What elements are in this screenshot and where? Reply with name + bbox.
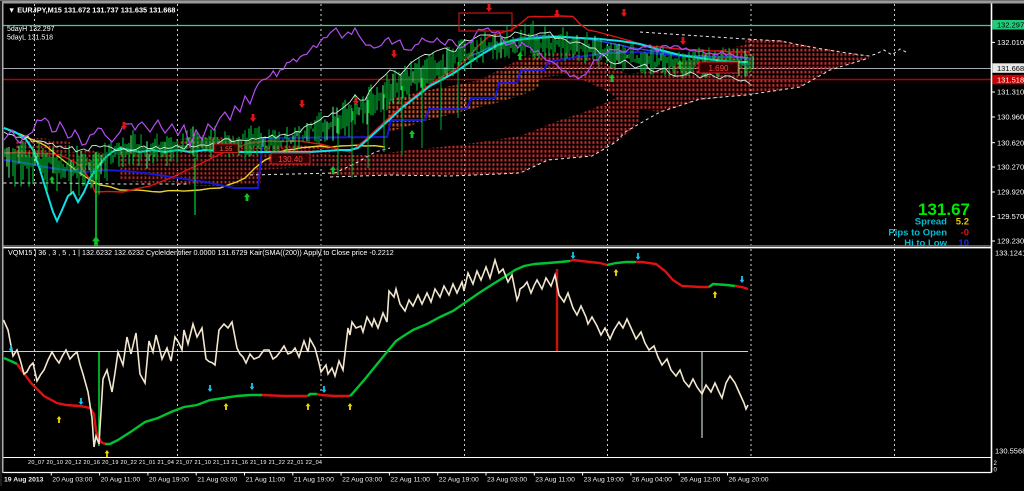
svg-text:22 Aug 11:00: 22 Aug 11:00	[390, 477, 430, 484]
svg-text:130.40: 130.40	[278, 155, 303, 164]
svg-text:26 Aug 04:00: 26 Aug 04:00	[632, 477, 672, 484]
svg-text:22 Aug 03:00: 22 Aug 03:00	[342, 477, 382, 484]
svg-text:26 Aug 20:00: 26 Aug 20:00	[729, 477, 769, 484]
svg-text:5.2: 5.2	[956, 217, 969, 228]
svg-text:131.518: 131.518	[997, 75, 1024, 84]
svg-text:23 Aug 03:00: 23 Aug 03:00	[487, 477, 527, 484]
svg-text:130.960: 130.960	[997, 113, 1024, 122]
svg-text:132.297: 132.297	[997, 21, 1024, 30]
svg-text:Spread: Spread	[915, 217, 947, 228]
svg-text:5dayL 131.518: 5dayL 131.518	[7, 35, 53, 42]
svg-text:20_07 20_10 20_12 20_16 20_19: 20_07 20_10 20_12 20_16 20_19 20_22 21_0…	[28, 460, 322, 466]
svg-text:20 Aug 19:00: 20 Aug 19:00	[149, 477, 189, 484]
svg-text:1.55: 1.55	[220, 146, 233, 153]
svg-text:130.620: 130.620	[997, 138, 1024, 147]
svg-text:131.310: 131.310	[997, 88, 1024, 97]
svg-text:26 Aug 12:00: 26 Aug 12:00	[680, 477, 720, 484]
svg-text:21 Aug 19:00: 21 Aug 19:00	[294, 477, 334, 484]
svg-text:132.010: 132.010	[997, 38, 1024, 47]
svg-text:23 Aug 19:00: 23 Aug 19:00	[584, 477, 624, 484]
svg-text:133.1241: 133.1241	[995, 248, 1024, 257]
svg-text:20 Aug 11:00: 20 Aug 11:00	[101, 477, 141, 484]
svg-text:21 Aug 03:00: 21 Aug 03:00	[197, 477, 237, 484]
svg-text:5dayH 132.297: 5dayH 132.297	[7, 26, 55, 33]
svg-text:-0: -0	[961, 228, 969, 239]
svg-text:1.690: 1.690	[708, 64, 729, 73]
svg-text:19 Aug 2013: 19 Aug 2013	[4, 477, 44, 484]
svg-text:21 Aug 11:00: 21 Aug 11:00	[246, 477, 286, 484]
svg-text:VQM15 | 36 , 3 , 5 , 1 | 13: VQM15 | 36 , 3 , 5 , 1 | 132.6232 132.62…	[8, 248, 394, 257]
svg-text:129.230: 129.230	[997, 237, 1024, 246]
svg-text:131.668: 131.668	[997, 64, 1024, 73]
svg-text:130.270: 130.270	[997, 163, 1024, 172]
svg-text:Pips to Open: Pips to Open	[888, 228, 947, 239]
svg-text:20 Aug 03:00: 20 Aug 03:00	[52, 477, 92, 484]
svg-text:▼ EURJPY,M15 131.672 131.737: ▼ EURJPY,M15 131.672 131.737 131.635 131…	[8, 5, 175, 14]
svg-text:129.920: 129.920	[997, 188, 1024, 197]
svg-text:22 Aug 19:00: 22 Aug 19:00	[439, 477, 479, 484]
svg-text:129.570: 129.570	[997, 212, 1024, 221]
svg-text:130.5568: 130.5568	[995, 447, 1024, 456]
svg-text:23 Aug 11:00: 23 Aug 11:00	[535, 477, 575, 484]
